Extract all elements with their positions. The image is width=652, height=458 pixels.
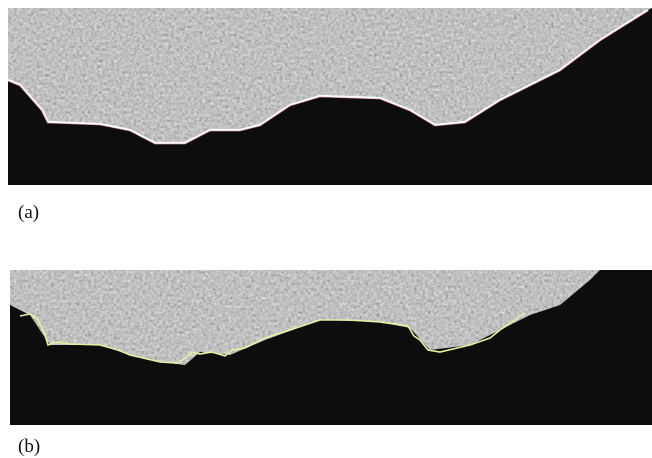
panel-label: (b) [18,436,40,457]
panel-label: (a) [18,202,39,223]
panel-b-image [10,270,652,425]
panel-a-image [8,8,652,185]
figure: (a) (b) [0,0,652,458]
